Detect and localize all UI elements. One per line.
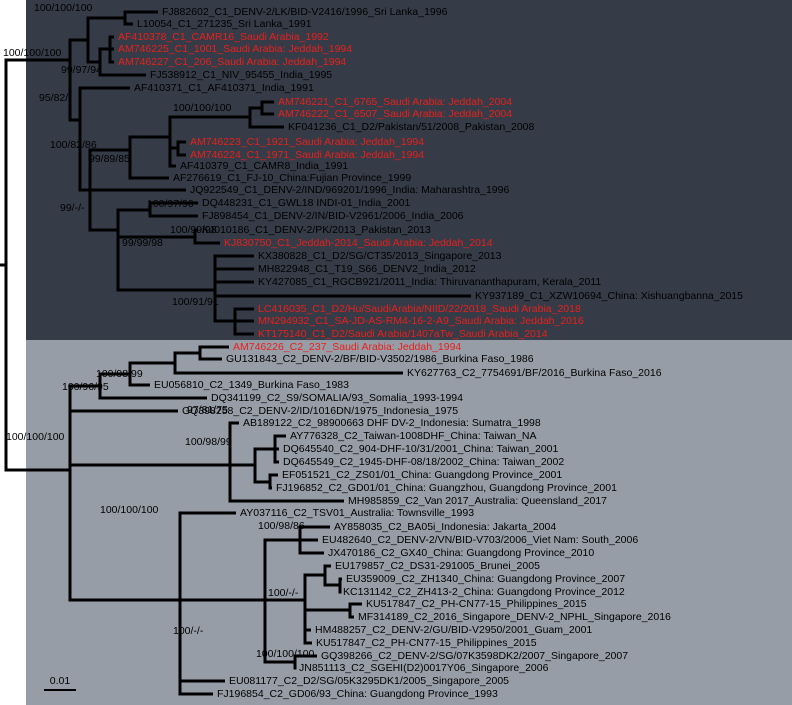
tip-label: KX380828_C1_D2/SG/CT35/2013_Singapore_20… xyxy=(258,250,502,262)
tip-label: JX470186_C2_GX40_China: Guangdong Provin… xyxy=(328,547,594,559)
support-value: 100/100/100 xyxy=(100,504,159,516)
tip-label: DQ448231_C1_GWL18 INDI-01_India_2001 xyxy=(202,197,411,209)
support-value: 100/100/100 xyxy=(256,648,315,660)
support-value: 100/100/100 xyxy=(6,431,65,443)
clade-c1-background xyxy=(26,0,792,340)
support-value: 100/100/100 xyxy=(3,47,62,59)
tip-label: MH822948_C1_T19_S66_DENV2_India_2012 xyxy=(258,263,476,275)
support-value: 100/-/- xyxy=(173,625,204,637)
tip-label: KC131142_C2_ZH413-2_China: Guangdong Pro… xyxy=(343,586,625,598)
tip-label: KU517847_C2_PH-CN77-15_Philippines_2015 xyxy=(316,637,537,649)
tree-branches xyxy=(0,10,352,696)
clade-c2-background xyxy=(26,340,792,705)
support-value: 99/97/94 xyxy=(61,64,102,76)
tip-label: FJ196854_C2_GD06/93_China: Guangdong Pro… xyxy=(217,688,498,700)
tip-label: KJ830750_C1_Jeddah-2014_Saudi Arabia: Je… xyxy=(224,237,493,249)
tip-label: FJ882602_C1_DENV-2/LK/BID-V2416/1996_Sri… xyxy=(162,6,448,18)
tip-label: AM746223_C1_1921_Saudi Arabia: Jeddah_19… xyxy=(190,136,424,148)
tip-label: AY858035_C2_BA05i_Indonesia: Jakarta_200… xyxy=(334,521,556,533)
support-value: 100/98/99 xyxy=(185,436,232,448)
support-value: 100/82/86 xyxy=(50,139,97,151)
tip-label: EU482640_C2_DENV-2/VN/BID-V703/2006_Viet… xyxy=(322,534,638,546)
tip-label: AY037116_C2_TSV01_Australia: Townsville_… xyxy=(240,507,474,519)
support-value: 99/89/85 xyxy=(89,153,130,165)
support-value: 100/96/95 xyxy=(62,381,109,393)
tip-label: LC416035_C1_D2/Hu/SaudiArabia/NIID/22/20… xyxy=(258,303,581,315)
tip-label: AM746224_C1_1971_Saudi Arabia: Jeddah_19… xyxy=(190,149,424,161)
tip-label: AF410379_C1_CAMR8_India_1991 xyxy=(180,160,348,172)
support-value: 100/98/86 xyxy=(258,520,305,532)
tip-label: AF410378_C1_CAMR16_Saudi Arabia_1992 xyxy=(118,31,329,43)
tip-label: MN294932_C1_SA-JD-AS-RM4-16-2-A9_Saudi A… xyxy=(258,315,584,327)
tip-label: KF041236_C1_D2/Pakistan/51/2008_Pakistan… xyxy=(288,121,535,133)
support-value: 100/98/99 xyxy=(96,368,143,380)
scale-bar-label: 0.01 xyxy=(50,675,71,687)
support-value: 100/100/100 xyxy=(34,2,93,14)
support-value: 100/-/- xyxy=(268,587,299,599)
tip-label: EU081177_C2_D2/SG/05K3295DK1/2005_Singap… xyxy=(229,675,509,687)
tip-label: GQ398258_C2_DENV-2/ID/1016DN/1975_Indone… xyxy=(182,405,458,417)
tip-label: GQ398266_C2_DENV-2/SG/07K3598DK2/2007_Si… xyxy=(321,650,628,662)
tip-label: AY776328_C2_Taiwan-1008DHF_China: Taiwan… xyxy=(290,430,537,442)
tip-label: AF410371_C1_AF410371_India_1991 xyxy=(134,82,314,94)
tip-label: AM746227_C1_206_Saudi Arabia: Jeddah_199… xyxy=(118,56,346,68)
tip-label: AB189122_C2_98900663 DHF DV-2_Indonesia:… xyxy=(243,417,541,429)
tip-label: EU179857_C2_DS31-291005_Brunei_2005 xyxy=(335,560,540,572)
tip-label: DQ341199_C2_S9/SOMALIA/93_Somalia_1993-1… xyxy=(211,392,463,404)
support-value: 95/82/- xyxy=(39,92,72,104)
tip-label: KY427085_C1_RGCB921/2011_India: Thiruvan… xyxy=(258,276,601,288)
tip-label: JN851113_C2_SGEHI(D2)0017Y06_Singapore_2… xyxy=(299,662,549,674)
support-value: 100/100/100 xyxy=(173,102,232,114)
tip-label: KY937189_C1_XZW10694_China: Xishuangbann… xyxy=(475,290,743,302)
support-value: 100/97/90 xyxy=(147,198,194,210)
support-value: 99/99/98 xyxy=(122,237,163,249)
tip-label: AM746226_C2_237_Saudi Arabia: Jeddah_199… xyxy=(233,341,461,353)
tip-label: FJ196852_C2_GD01/01_China: Guangzhou, Gu… xyxy=(276,482,617,494)
tip-label: KU517847_C2_PH-CN77-15_Philippines_2015 xyxy=(366,598,587,610)
tip-label: GU131843_C2_DENV-2/BF/BID-V3502/1986_Bur… xyxy=(226,353,534,365)
tip-label: JQ922549_C1_DENV-2/IND/969201/1996_India… xyxy=(190,184,509,196)
tip-label: KY627763_C2_7754691/BF/2016_Burkina Faso… xyxy=(407,367,662,379)
tip-label: FJ898454_C1_DENV-2/IN/BID-V2961/2006_Ind… xyxy=(202,210,464,222)
tip-label: AF276619_C1_FJ-10_China:Fujian Province_… xyxy=(173,172,411,184)
tip-label: KT175140_C1_D2/Saudi Arabia/1407aTw_Saud… xyxy=(258,328,548,340)
tip-label: MH985859_C2_Van 2017_Australia: Queensla… xyxy=(348,495,607,507)
tip-label: FJ538912_C1_NIV_95455_India_1995 xyxy=(150,69,332,81)
tip-label: MF314189_C2_2016_Singapore_DENV-2_NPHL_S… xyxy=(358,611,671,623)
tip-label: EU359009_C2_ZH1340_China: Guangdong Prov… xyxy=(346,573,625,585)
tip-label: HM488257_C2_DENV-2/GU/BID-V2950/2001_Gua… xyxy=(315,624,592,636)
tip-label: DQ645549_C2_1945-DHF-08/18/2002_China: T… xyxy=(283,456,564,468)
tip-label: DQ645540_C2_904-DHF-10/31/2001_China: Ta… xyxy=(283,443,558,455)
support-value: 99/-/- xyxy=(60,202,85,214)
tip-label: AM746221_C1_6765_Saudi Arabia: Jeddah_20… xyxy=(278,96,512,108)
tip-label: AM746222_C1_6507_Saudi Arabia: Jeddah_20… xyxy=(278,108,512,120)
tip-label: KJ010186_C1_DENV-2/PK/2013_Pakistan_2013 xyxy=(202,224,431,236)
tip-label: L10054_C1_271235_Sri Lanka_1991 xyxy=(137,18,312,30)
tip-label: EF051521_C2_ZS01/01_China: Guangdong Pro… xyxy=(282,469,562,481)
support-value: 97/81/75 xyxy=(187,404,228,416)
support-value: 100/91/91 xyxy=(172,296,219,308)
tip-label: AM746225_C1_1001_Saudi Arabia: Jeddah_19… xyxy=(118,43,352,55)
tip-label: EU056810_C2_1349_Burkina Faso_1983 xyxy=(154,379,349,391)
support-value: 100/99/98 xyxy=(170,224,217,236)
